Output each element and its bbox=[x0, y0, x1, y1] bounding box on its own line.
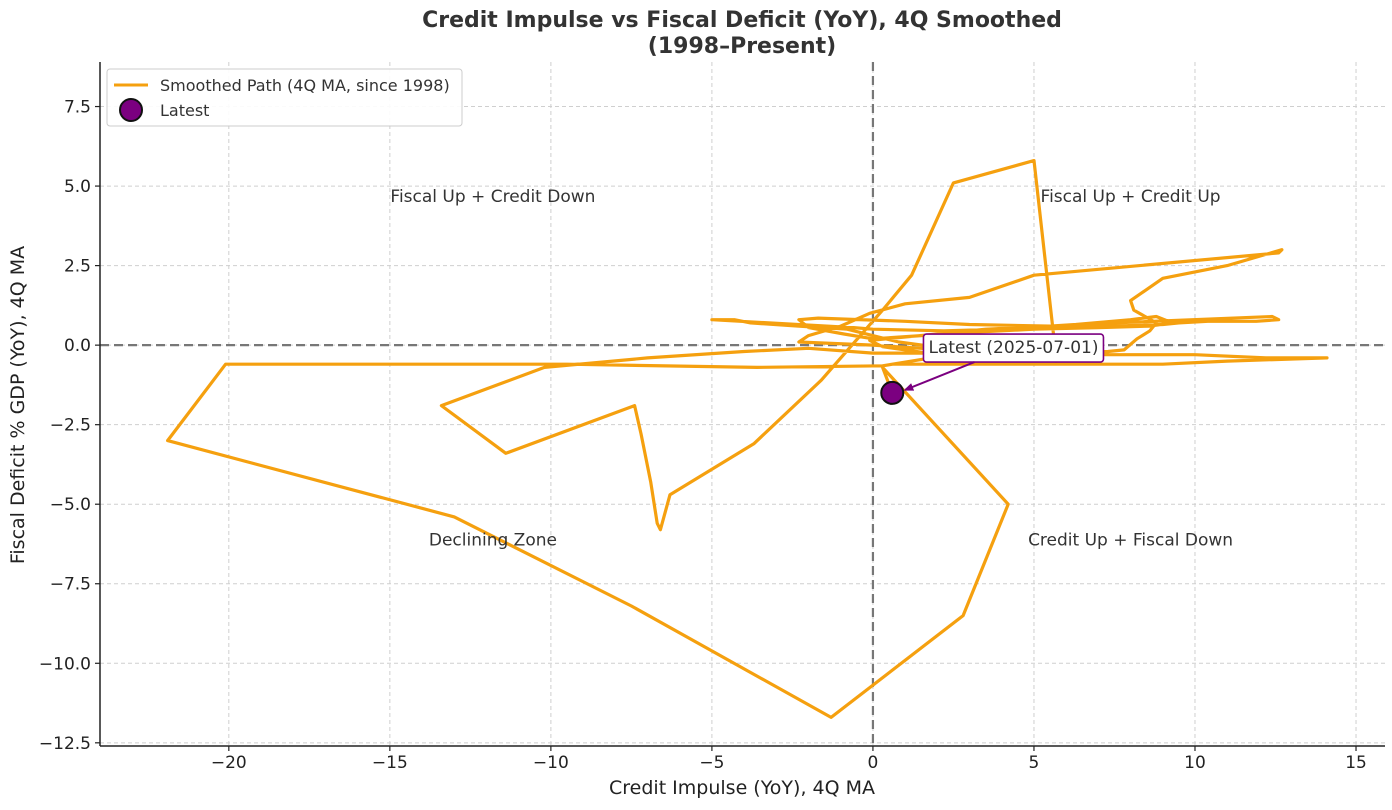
x-tick-label-5: 5 bbox=[1029, 753, 1040, 773]
y-tick-label-6: 2.5 bbox=[64, 257, 91, 277]
latest-point-marker bbox=[880, 380, 905, 405]
quadrant-labels: Fiscal Up + Credit Down Fiscal Up + Credi… bbox=[390, 187, 1233, 551]
legend-frame bbox=[106, 68, 463, 127]
quadrant-label-2: Declining Zone bbox=[429, 531, 557, 551]
legend-marker-swatch bbox=[119, 98, 143, 122]
y-tick-label-3: −5.0 bbox=[50, 495, 91, 515]
legend-latest-label: Latest bbox=[160, 101, 209, 120]
x-tick-label-2: −10 bbox=[533, 753, 569, 773]
y-tick-label-7: 5.0 bbox=[64, 177, 91, 197]
x-tick-label-4: 0 bbox=[868, 753, 879, 773]
x-tick-label-1: −15 bbox=[372, 753, 408, 773]
quadrant-label-1: Fiscal Up + Credit Up bbox=[1041, 187, 1221, 207]
axes-layer bbox=[99, 62, 1385, 747]
x-tick-label-0: −20 bbox=[211, 753, 247, 773]
x-tick-label-7: 15 bbox=[1345, 753, 1367, 773]
y-tick-label-5: 0.0 bbox=[64, 336, 91, 356]
latest-annotation-arrow bbox=[903, 361, 975, 391]
quadrant-label-3: Credit Up + Fiscal Down bbox=[1028, 531, 1233, 551]
x-tick-label-3: −5 bbox=[699, 753, 724, 773]
ticks-layer: −20 −15 −10 −5 0 5 10 15 −12.5 −10.0 −7.5 −5.0 −2.5 0… bbox=[39, 98, 1367, 773]
chart-title-line-2: (1998–Present) bbox=[648, 34, 836, 59]
y-tick-label-8: 7.5 bbox=[64, 98, 91, 118]
quadrant-label-0: Fiscal Up + Credit Down bbox=[390, 187, 595, 207]
y-tick-label-4: −2.5 bbox=[50, 416, 91, 436]
y-tick-label-1: −10.0 bbox=[39, 654, 91, 674]
latest-annotation: Latest (2025-07-01) bbox=[880, 333, 1105, 405]
x-axis-label: Credit Impulse (YoY), 4Q MA bbox=[609, 777, 875, 799]
reference-lines bbox=[100, 62, 1385, 746]
y-tick-label-2: −7.5 bbox=[50, 575, 91, 595]
x-tick-label-6: 10 bbox=[1184, 753, 1206, 773]
latest-annotation-box bbox=[922, 333, 1105, 363]
y-tick-label-0: −12.5 bbox=[39, 734, 91, 754]
legend: Smoothed Path (4Q MA, since 1998) Latest bbox=[106, 68, 463, 127]
latest-annotation-text: Latest (2025-07-01) bbox=[928, 338, 1098, 358]
legend-path-label: Smoothed Path (4Q MA, since 1998) bbox=[160, 76, 450, 95]
y-axis-label: Fiscal Deficit % GDP (YoY), 4Q MA bbox=[7, 246, 29, 564]
chart-title-line-1: Credit Impulse vs Fiscal Deficit (YoY), … bbox=[422, 8, 1062, 33]
